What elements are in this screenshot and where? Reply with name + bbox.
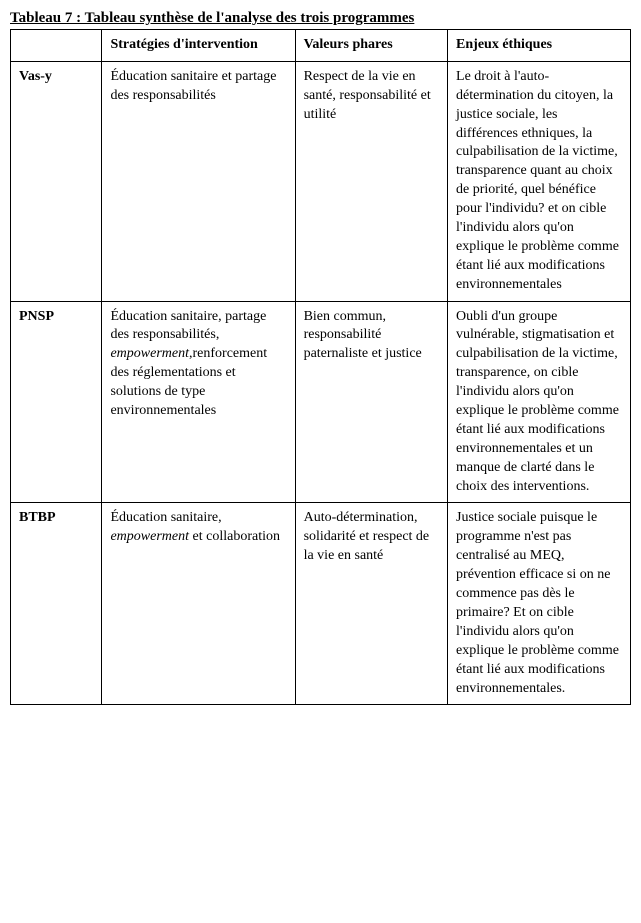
cell-strategies: Éducation sanitaire, partage des respons… [102, 301, 295, 503]
col-header-strategies: Stratégies d'intervention [102, 30, 295, 62]
col-header-blank [11, 30, 102, 62]
text: Éducation sanitaire, partage des respons… [110, 309, 266, 343]
table-caption: Tableau 7 : Tableau synthèse de l'analys… [10, 10, 631, 27]
cell-enjeux: Le droit à l'auto-détermination du citoy… [448, 61, 631, 301]
table-row: BTBP Éducation sanitaire, empowerment et… [11, 503, 631, 705]
table-header-row: Stratégies d'intervention Valeurs phares… [11, 30, 631, 62]
synthesis-table: Stratégies d'intervention Valeurs phares… [10, 29, 631, 705]
text-em: empowerment [110, 346, 189, 361]
row-name: PNSP [11, 301, 102, 503]
text: Éducation sanitaire, [110, 510, 221, 525]
table-row: PNSP Éducation sanitaire, partage des re… [11, 301, 631, 503]
col-header-valeurs: Valeurs phares [295, 30, 447, 62]
col-header-enjeux: Enjeux éthiques [448, 30, 631, 62]
text-em: empowerment [110, 529, 189, 544]
cell-strategies: Éducation sanitaire, empowerment et coll… [102, 503, 295, 705]
cell-strategies: Éducation sanitaire et partage des respo… [102, 61, 295, 301]
cell-valeurs: Bien commun, responsabilité paternaliste… [295, 301, 447, 503]
text: et collaboration [189, 529, 280, 544]
table-row: Vas-y Éducation sanitaire et partage des… [11, 61, 631, 301]
cell-enjeux: Justice sociale puisque le programme n'e… [448, 503, 631, 705]
cell-enjeux: Oubli d'un groupe vulnérable, stigmatisa… [448, 301, 631, 503]
row-name: Vas-y [11, 61, 102, 301]
text: Éducation sanitaire et partage des respo… [110, 69, 276, 103]
row-name: BTBP [11, 503, 102, 705]
cell-valeurs: Respect de la vie en santé, responsabili… [295, 61, 447, 301]
cell-valeurs: Auto-détermination, solidarité et respec… [295, 503, 447, 705]
